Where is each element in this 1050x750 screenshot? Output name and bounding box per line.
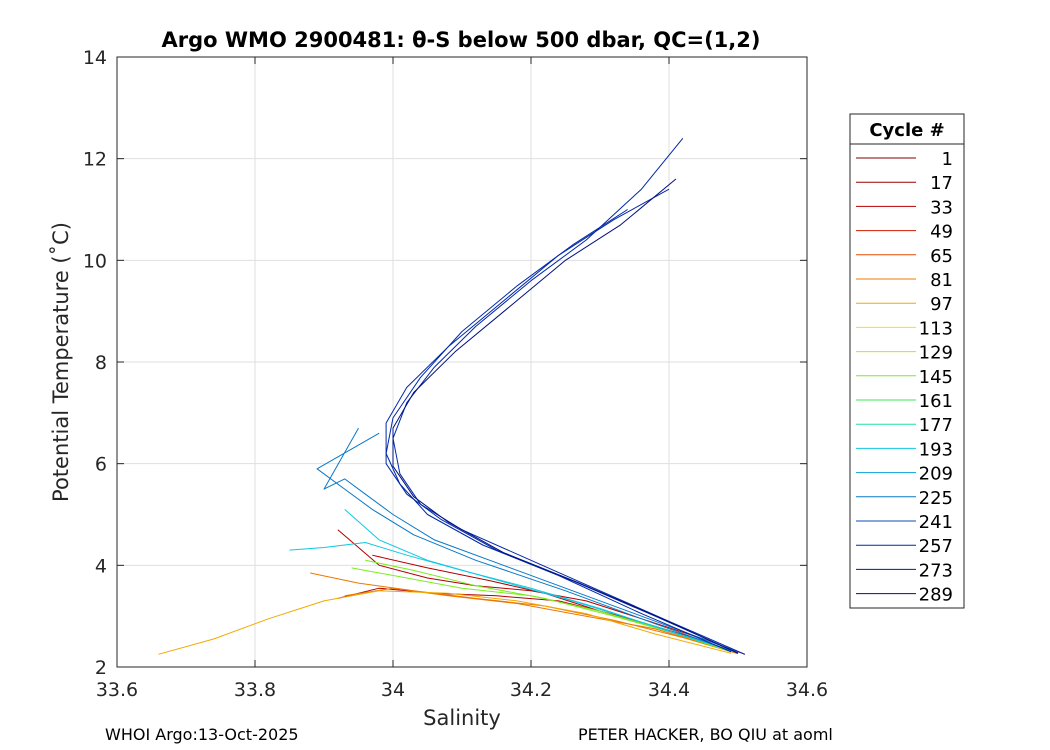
theta-s-profile-late xyxy=(385,209,732,653)
chart-title: Argo WMO 2900481: θ-S below 500 dbar, QC… xyxy=(162,28,761,52)
legend-label: 17 xyxy=(930,173,953,194)
y-tick-label: 2 xyxy=(95,657,107,679)
legend-label: 209 xyxy=(919,464,953,485)
x-axis-label: Salinity xyxy=(423,706,501,730)
footer-date: WHOI Argo:13-Oct-2025 xyxy=(105,725,299,744)
legend: Cycle # 1 17 33 49 65 81 97 113 129 145 161 177 193 2… xyxy=(849,113,965,609)
legend-label: 1 xyxy=(942,149,953,170)
legend-label: 49 xyxy=(930,222,953,243)
theta-s-profile-orange xyxy=(344,587,725,650)
legend-label: 289 xyxy=(919,585,953,606)
legend-box xyxy=(849,113,965,609)
legend-label: 81 xyxy=(930,270,953,291)
legend-label: 113 xyxy=(919,318,953,339)
x-tick-label: 33.6 xyxy=(96,679,138,701)
x-tick-label: 34.2 xyxy=(510,679,552,701)
legend-title: Cycle # xyxy=(869,120,944,141)
x-tick-label: 33.8 xyxy=(234,679,276,701)
x-tick-label: 34 xyxy=(381,679,405,701)
legend-label: 129 xyxy=(919,343,953,364)
plot-area: 33.6 33.8 34 34.2 34.4 34.6 2 4 6 8 10 12 14 xyxy=(83,47,828,701)
theta-s-profile-latest xyxy=(392,178,739,654)
profiles xyxy=(158,137,746,655)
legend-label: 225 xyxy=(919,488,953,509)
legend-label: 145 xyxy=(919,367,953,388)
y-tick-label: 6 xyxy=(95,454,107,476)
legend-label: 177 xyxy=(919,415,953,436)
grid xyxy=(116,56,808,668)
y-tick-label: 12 xyxy=(83,149,107,171)
theta-s-profile-orange xyxy=(310,572,739,655)
legend-label: 161 xyxy=(919,391,953,412)
legend-label: 241 xyxy=(919,512,953,533)
legend-label: 97 xyxy=(930,294,953,315)
theta-s-profile-blue-mid xyxy=(316,432,732,652)
theta-s-profile-blue-mid xyxy=(323,427,739,653)
y-tick-label: 8 xyxy=(95,352,107,374)
x-ticks: 33.6 33.8 34 34.2 34.4 34.6 xyxy=(96,57,828,701)
y-tick-label: 10 xyxy=(83,250,107,272)
theta-s-profile-cyan xyxy=(344,509,732,652)
y-axis-label: Potential Temperature (˚C) xyxy=(49,222,73,502)
legend-label: 65 xyxy=(930,246,953,267)
y-ticks: 2 4 6 8 10 12 14 xyxy=(83,47,807,679)
theta-s-profile-early xyxy=(337,529,746,655)
legend-label: 33 xyxy=(930,197,953,218)
x-tick-label: 34.6 xyxy=(786,679,828,701)
theta-s-profile-outlier xyxy=(158,590,732,655)
legend-items: 1 17 33 49 65 81 97 113 129 145 161 177 193 209 225 241… xyxy=(856,149,953,606)
x-tick-label: 34.4 xyxy=(648,679,690,701)
legend-label: 273 xyxy=(919,560,953,581)
y-tick-label: 14 xyxy=(83,47,107,69)
legend-label: 257 xyxy=(919,536,953,557)
y-tick-label: 4 xyxy=(95,555,107,577)
legend-label: 193 xyxy=(919,439,953,460)
footer-credits: PETER HACKER, BO QIU at aoml xyxy=(578,725,833,744)
